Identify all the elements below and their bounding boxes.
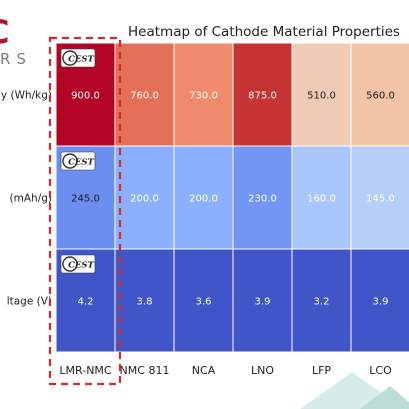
heatmap-cell bbox=[350, 42, 409, 147]
cest-badge-text: CEST bbox=[68, 158, 94, 168]
row-label: (mAh/g) bbox=[10, 193, 52, 205]
brand-logo-letter: C bbox=[0, 16, 9, 48]
cell-value-label: 3.9 bbox=[255, 297, 271, 308]
cell-value-label: 145.0 bbox=[366, 194, 395, 205]
column-label: NMC 811 bbox=[120, 364, 170, 377]
column-label: LCO bbox=[369, 364, 392, 377]
cell-value-label: 510.0 bbox=[307, 91, 336, 102]
highlight-box bbox=[48, 36, 122, 386]
heatmap-cell bbox=[232, 42, 293, 147]
cest-badge-frame bbox=[60, 151, 96, 171]
cell-value-label: 160.0 bbox=[307, 194, 336, 205]
heatmap-labels: 900.0 760.0 730.0 875.0 510.0 560.0 y (Wh/kg) 2… bbox=[1, 90, 395, 378]
heatmap-cells bbox=[55, 42, 409, 353]
heatmap-cell bbox=[114, 248, 175, 353]
heatmap-cell bbox=[350, 248, 409, 353]
cest-badge-text: CEST bbox=[68, 261, 94, 271]
cest-badge-frame bbox=[60, 254, 96, 274]
heatmap-cell bbox=[232, 248, 293, 353]
cest-badge-ring bbox=[62, 50, 78, 66]
heatmap-cell bbox=[350, 145, 409, 250]
column-label: LNO bbox=[251, 364, 274, 377]
cell-value-label: 3.2 bbox=[314, 297, 330, 308]
cest-badge: CEST bbox=[60, 48, 96, 68]
chart-title: Heatmap of Cathode Material Properties bbox=[128, 24, 400, 40]
cest-badge-ring bbox=[62, 256, 78, 272]
cest-badge-frame bbox=[60, 48, 96, 68]
cest-badge: CEST bbox=[60, 254, 96, 274]
cell-value-label: 245.0 bbox=[71, 194, 100, 205]
heatmap-cell bbox=[114, 145, 175, 250]
cell-value-label: 200.0 bbox=[189, 194, 218, 205]
cell-value-label: 4.2 bbox=[78, 297, 94, 308]
row-label: y (Wh/kg) bbox=[1, 90, 52, 102]
heatmap-cell bbox=[291, 248, 352, 353]
row-label: ltage (V) bbox=[7, 296, 52, 308]
column-label: LMR-NMC bbox=[59, 364, 112, 377]
cell-value-label: 3.8 bbox=[137, 297, 153, 308]
cell-value-label: 900.0 bbox=[71, 91, 100, 102]
heatmap-cell bbox=[291, 145, 352, 250]
column-label: NCA bbox=[192, 364, 216, 377]
heatmap-cell bbox=[173, 145, 234, 250]
decorative-triangles bbox=[300, 372, 409, 409]
cest-badge-ring bbox=[62, 153, 78, 169]
cell-value-label: 560.0 bbox=[366, 91, 395, 102]
heatmap-cell bbox=[114, 42, 175, 147]
heatmap-cell bbox=[173, 248, 234, 353]
decorative-triangle bbox=[360, 386, 409, 409]
cell-value-label: 730.0 bbox=[189, 91, 218, 102]
cell-value-label: 760.0 bbox=[130, 91, 159, 102]
column-label: LFP bbox=[312, 364, 331, 377]
cest-badge: CEST bbox=[60, 151, 96, 171]
cell-value-label: 3.6 bbox=[196, 297, 212, 308]
cell-badges: CEST CEST CEST bbox=[60, 48, 96, 274]
heatmap-cell bbox=[173, 42, 234, 147]
cell-value-label: 875.0 bbox=[248, 91, 277, 102]
cell-value-label: 230.0 bbox=[248, 194, 277, 205]
cest-badge-text: CEST bbox=[68, 55, 94, 65]
brand-logo-subtext: RS bbox=[0, 50, 32, 68]
cell-value-label: 3.9 bbox=[373, 297, 389, 308]
cell-value-label: 200.0 bbox=[130, 194, 159, 205]
